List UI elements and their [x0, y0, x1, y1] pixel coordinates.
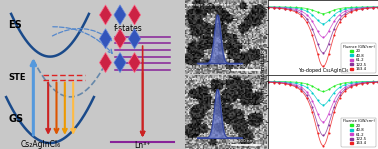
Polygon shape [99, 5, 112, 25]
Text: 100 nm: 100 nm [238, 139, 254, 143]
Polygon shape [114, 53, 126, 73]
Title: Yb-doped Cs₂AgInCl₆: Yb-doped Cs₂AgInCl₆ [298, 68, 349, 73]
Text: STE: STE [8, 73, 26, 82]
Polygon shape [99, 53, 112, 73]
Text: Average Size: 13.81 nm: Average Size: 13.81 nm [187, 3, 233, 7]
Text: 100 nm: 100 nm [238, 64, 254, 68]
Text: ES: ES [8, 20, 22, 30]
Polygon shape [114, 29, 126, 49]
Text: GS: GS [8, 114, 23, 124]
Legend: 20, 40.8, 61.2, 122.5, 163.4: 20, 40.8, 61.2, 122.5, 163.4 [341, 43, 376, 73]
Text: Ln³⁺: Ln³⁺ [135, 141, 151, 149]
Polygon shape [129, 5, 141, 25]
Polygon shape [114, 5, 126, 25]
Legend: 20, 40.8, 61.2, 122.5, 163.4: 20, 40.8, 61.2, 122.5, 163.4 [341, 118, 376, 147]
Text: Average Size: 17.22 nm: Average Size: 17.22 nm [187, 77, 233, 82]
Text: Cs₂AgInCl₆: Cs₂AgInCl₆ [21, 140, 61, 149]
Text: f-states: f-states [113, 24, 142, 33]
Polygon shape [129, 29, 141, 49]
Polygon shape [129, 53, 141, 73]
Polygon shape [99, 29, 112, 49]
Text: Norm. Transmittance: Norm. Transmittance [262, 47, 266, 102]
